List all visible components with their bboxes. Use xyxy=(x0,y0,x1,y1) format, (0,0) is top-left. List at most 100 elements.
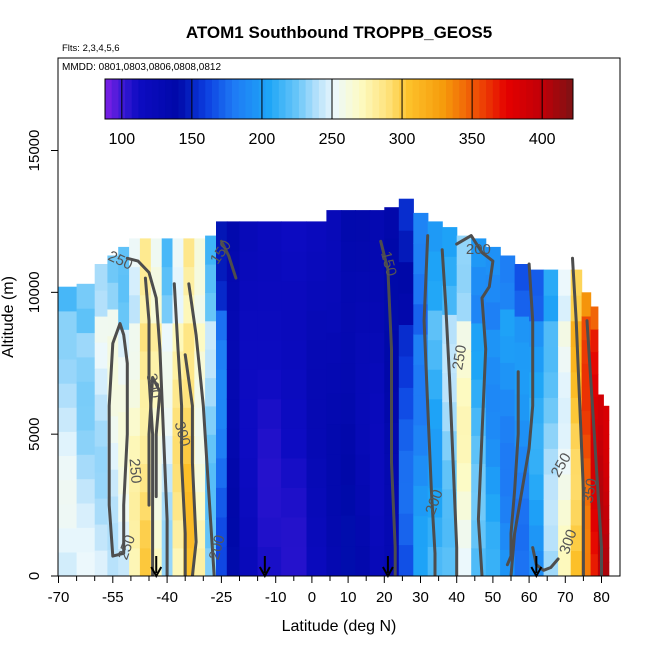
heatmap-cell xyxy=(485,356,501,385)
heatmap-cell xyxy=(398,261,414,294)
heatmap-cell xyxy=(340,515,356,547)
y-tick-label: 5000 xyxy=(26,418,43,451)
heatmap-cell xyxy=(558,473,572,500)
heatmap-cell xyxy=(355,210,371,242)
heatmap-cell xyxy=(355,545,371,576)
heatmap-cell xyxy=(398,198,414,231)
heatmap-cell xyxy=(172,379,184,408)
contour-line-250 xyxy=(147,375,162,507)
heatmap-cell xyxy=(369,210,385,242)
heatmap-cell xyxy=(355,393,371,425)
heatmap-cell xyxy=(118,548,130,576)
heatmap-cell xyxy=(76,429,96,455)
heatmap-cell xyxy=(257,428,282,459)
heatmap-cell xyxy=(427,310,443,341)
heatmap-cell xyxy=(558,524,572,551)
heatmap-cell xyxy=(94,446,108,473)
heatmap-cell xyxy=(183,238,195,268)
colorbar-tick-label: 150 xyxy=(179,131,206,148)
y-axis-label: Altitude (m) xyxy=(0,276,17,358)
heatmap-cell xyxy=(239,546,259,576)
heatmap-cell xyxy=(58,383,78,408)
heatmap-cell xyxy=(570,422,583,449)
heatmap-cell xyxy=(239,339,259,370)
heatmap-cell xyxy=(216,310,228,341)
heatmap-cell xyxy=(150,322,163,352)
heatmap-cell xyxy=(558,371,572,398)
colorbar-swatch xyxy=(198,79,206,119)
heatmap-cell xyxy=(581,481,592,506)
heatmap-cell xyxy=(183,491,195,521)
colorbar-tick-label: 300 xyxy=(389,131,416,148)
heatmap-cell xyxy=(172,407,184,436)
x-tick-label: 80 xyxy=(593,589,610,606)
heatmap-cell xyxy=(471,322,487,352)
colorbar-swatch xyxy=(292,79,300,119)
heatmap-cell xyxy=(442,517,458,548)
heatmap-cell xyxy=(281,221,307,252)
y-tick-label: 15000 xyxy=(26,130,43,172)
heatmap-cell xyxy=(226,369,241,400)
heatmap-cell xyxy=(76,405,96,431)
heatmap-cell xyxy=(413,212,429,244)
colorbar-swatch xyxy=(352,79,360,119)
heatmap-cell xyxy=(529,499,545,526)
contour-line-250 xyxy=(440,248,459,576)
heatmap-cell xyxy=(226,221,241,252)
heatmap-cell xyxy=(94,524,108,551)
heatmap-cell xyxy=(94,498,108,525)
heatmap-cell xyxy=(570,499,583,526)
heatmap-cell xyxy=(161,294,174,324)
heatmap-cell xyxy=(514,316,530,343)
colorbar-tick-label: 100 xyxy=(108,131,135,148)
heatmap-cell xyxy=(581,528,592,553)
heatmap-cell xyxy=(306,251,327,282)
heatmap-cell xyxy=(139,351,152,380)
heatmap-cell xyxy=(514,342,530,369)
heatmap-cell xyxy=(355,515,371,547)
heatmap-cell xyxy=(172,238,184,268)
heatmap-cell xyxy=(603,505,610,520)
heatmap-cell xyxy=(340,423,356,455)
heatmap-cell xyxy=(281,280,307,311)
heatmap-cell xyxy=(413,545,429,576)
heatmap-cell xyxy=(94,472,108,499)
heatmap-cell xyxy=(94,550,108,576)
x-tick-label: 40 xyxy=(448,589,465,606)
heatmap-cell xyxy=(398,418,414,451)
heatmap-cell xyxy=(326,423,342,455)
heatmap-cell xyxy=(281,398,307,429)
heatmap-cell xyxy=(257,516,282,547)
colorbar-swatch xyxy=(105,79,113,119)
contour-label: 250 xyxy=(125,458,144,484)
heatmap-cell xyxy=(216,280,228,311)
heatmap-cell xyxy=(603,476,610,492)
colorbar-swatch xyxy=(452,79,460,119)
heatmap-cell xyxy=(529,448,545,475)
heatmap-cell xyxy=(129,519,141,549)
heatmap-cell xyxy=(442,546,458,576)
heatmap-cell xyxy=(326,332,342,364)
heatmap-cell xyxy=(239,251,259,282)
heatmap-cell xyxy=(570,448,583,475)
x-axis: -70 -55 -40 -25 -10 0 10 20 30 40 50 60 70 80 xyxy=(48,576,610,606)
heatmap-cell xyxy=(355,362,371,394)
heatmap-cell xyxy=(597,439,604,456)
colorbar-swatch xyxy=(486,79,494,119)
heatmap-cell xyxy=(205,377,217,407)
heatmap-cell xyxy=(355,423,371,455)
heatmap-cell xyxy=(340,454,356,486)
heatmap-cell xyxy=(340,545,356,576)
heatmap-cell xyxy=(239,457,259,488)
colorbar-swatch xyxy=(178,79,186,119)
heatmap-cell xyxy=(355,484,371,516)
heatmap-cell xyxy=(558,448,572,475)
heatmap-cell xyxy=(205,320,217,350)
heatmap-cell xyxy=(161,322,174,352)
heatmap-cell xyxy=(205,292,217,322)
colorbar-swatch xyxy=(512,79,520,119)
heatmap-cell xyxy=(257,310,282,341)
heatmap-cell xyxy=(58,479,78,505)
colorbar-tick-label: 400 xyxy=(529,131,556,148)
heatmap-cell xyxy=(471,266,487,296)
